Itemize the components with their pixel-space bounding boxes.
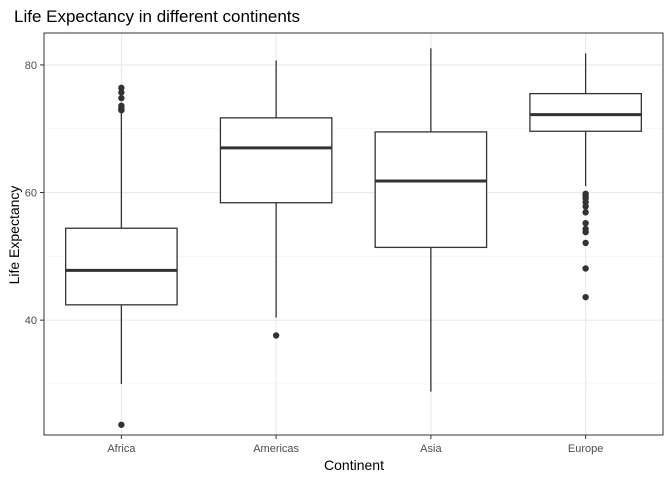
outlier-point <box>582 190 589 197</box>
iqr-box <box>65 227 178 306</box>
x-tick-label: Europe <box>568 443 603 455</box>
x-axis-title: Continent <box>324 457 384 473</box>
outlier-point <box>118 421 125 428</box>
outlier-point <box>582 265 589 272</box>
outlier-point <box>582 293 589 301</box>
box-asia <box>374 48 488 392</box>
y-tick-label: 80 <box>25 60 37 72</box>
axes-layer: 40 60 80 Africa Americas Asia Europe <box>25 60 604 455</box>
y-tick-label: 60 <box>25 188 37 200</box>
x-tick-label: Asia <box>420 443 442 455</box>
box-europe <box>529 53 642 301</box>
chart-title: Life Expectancy in different continents <box>14 7 300 26</box>
outlier-point <box>582 225 589 233</box>
outlier-point <box>118 89 125 96</box>
boxes-layer <box>65 48 642 428</box>
outlier-point <box>118 84 125 92</box>
outlier-point <box>272 332 280 339</box>
y-tick-label: 40 <box>25 315 37 327</box>
iqr-box <box>374 131 488 249</box>
box-americas <box>219 60 333 339</box>
x-tick-label: Americas <box>253 443 299 455</box>
outlier-point <box>582 203 589 210</box>
outlier-point <box>118 94 125 102</box>
outlier-point <box>118 102 125 109</box>
x-tick-label: Africa <box>107 443 136 455</box>
panel-border <box>43 32 664 436</box>
outlier-point <box>582 219 589 227</box>
outlier-point <box>582 239 589 247</box>
outlier-point <box>582 209 589 216</box>
box-africa <box>65 84 178 428</box>
iqr-box <box>529 92 642 132</box>
y-axis-title: Life Expectancy <box>6 186 22 285</box>
iqr-box <box>219 117 333 204</box>
